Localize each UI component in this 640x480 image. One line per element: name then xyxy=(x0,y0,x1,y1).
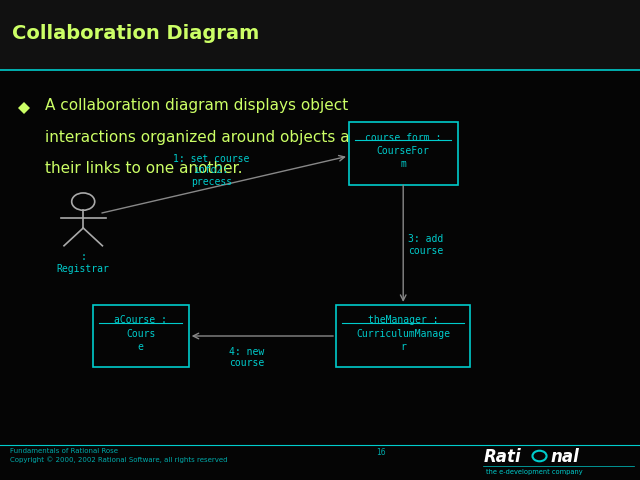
Text: the e-development company: the e-development company xyxy=(486,469,583,475)
Text: course form :
CourseFor
m: course form : CourseFor m xyxy=(365,133,442,169)
Text: Collaboration Diagram: Collaboration Diagram xyxy=(12,24,259,43)
FancyBboxPatch shape xyxy=(336,305,470,367)
Text: nal: nal xyxy=(550,448,579,466)
Text: 3: add
course: 3: add course xyxy=(408,234,444,255)
FancyBboxPatch shape xyxy=(93,305,189,367)
Text: theManager :
CurriculumManage
r: theManager : CurriculumManage r xyxy=(356,315,450,352)
Text: their links to one another.: their links to one another. xyxy=(45,161,243,176)
Text: interactions organized around objects and: interactions organized around objects an… xyxy=(45,130,369,144)
FancyBboxPatch shape xyxy=(0,0,640,70)
FancyBboxPatch shape xyxy=(349,122,458,185)
Text: :
Registrar: : Registrar xyxy=(57,252,109,274)
Text: Copyright © 2000, 2002 Rational Software, all rights reserved: Copyright © 2000, 2002 Rational Software… xyxy=(10,456,227,463)
Text: aCourse :
Cours
e: aCourse : Cours e xyxy=(115,315,167,352)
Text: A collaboration diagram displays object: A collaboration diagram displays object xyxy=(45,98,348,113)
Text: 16: 16 xyxy=(376,448,386,457)
Text: Rati: Rati xyxy=(483,448,521,466)
Text: 1: set course
info2:
precess: 1: set course info2: precess xyxy=(173,154,250,187)
Text: 4: new
course: 4: new course xyxy=(228,347,264,369)
Text: Fundamentals of Rational Rose: Fundamentals of Rational Rose xyxy=(10,448,118,454)
